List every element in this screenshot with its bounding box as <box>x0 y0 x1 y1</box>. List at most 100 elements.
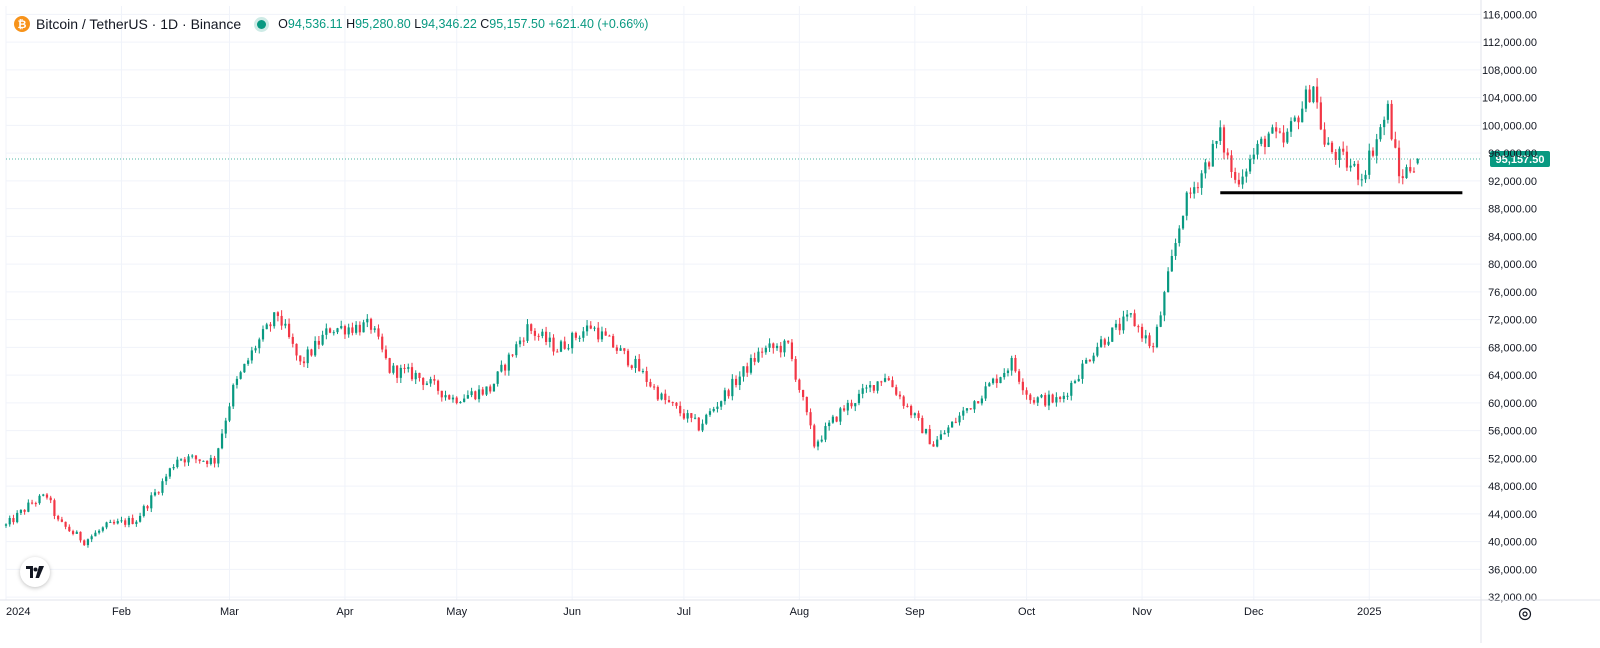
candle <box>1174 238 1177 260</box>
candle <box>511 354 514 358</box>
candle <box>299 355 302 366</box>
candle <box>191 454 194 459</box>
candle <box>548 332 551 348</box>
close-value: 95,157.50 <box>489 17 545 31</box>
candle <box>1073 379 1077 384</box>
candle <box>101 526 104 533</box>
candle <box>537 333 540 341</box>
candle <box>1222 124 1226 160</box>
candle <box>1077 374 1080 382</box>
candle <box>507 352 510 376</box>
candle <box>1319 96 1322 131</box>
candle <box>958 412 961 426</box>
candle <box>563 336 566 350</box>
candle <box>410 362 414 382</box>
candle <box>1308 84 1311 103</box>
candle <box>1114 319 1118 330</box>
candle <box>638 354 641 372</box>
candle <box>522 337 525 346</box>
y-tick-label: 80,000.00 <box>1488 259 1537 271</box>
candle <box>578 335 581 342</box>
candle <box>83 539 86 547</box>
candle <box>194 454 198 464</box>
candle <box>146 504 149 511</box>
candle <box>1226 148 1229 160</box>
candle <box>1036 396 1039 407</box>
candle <box>1118 317 1121 335</box>
candle <box>589 321 592 330</box>
candle <box>798 378 801 393</box>
candle <box>1248 154 1252 175</box>
candle <box>891 376 894 388</box>
candle <box>641 368 645 374</box>
low-key: L <box>414 17 422 31</box>
candle <box>1085 357 1088 364</box>
symbol-label[interactable]: Bitcoin / TetherUS · 1D · Binance <box>36 16 242 32</box>
candle <box>362 319 365 333</box>
y-tick-label: 52,000.00 <box>1488 453 1537 465</box>
candle <box>1375 133 1378 164</box>
candle <box>872 385 875 394</box>
candle <box>295 343 298 361</box>
candle <box>779 342 782 358</box>
market-open-dot-icon <box>257 19 267 29</box>
candle <box>1021 378 1024 395</box>
candle <box>854 403 857 412</box>
candle <box>608 334 611 337</box>
candle <box>1003 368 1006 380</box>
candle <box>276 311 280 322</box>
candle <box>567 343 570 351</box>
candle <box>723 387 726 405</box>
gear-icon[interactable] <box>1518 607 1532 621</box>
candle <box>738 371 741 391</box>
candle <box>165 473 168 485</box>
candle <box>444 390 447 401</box>
candle <box>373 326 376 333</box>
y-tick-label: 68,000.00 <box>1488 342 1537 354</box>
candle <box>1059 395 1062 403</box>
candle <box>526 319 529 343</box>
candle <box>660 392 663 401</box>
x-tick-label: Oct <box>1018 606 1035 618</box>
candle <box>1405 164 1408 179</box>
candle <box>995 374 998 388</box>
candle <box>582 326 585 342</box>
y-tick-label: 32,000.00 <box>1488 592 1537 604</box>
candle <box>1163 290 1166 322</box>
candle <box>656 385 659 402</box>
candle <box>1155 324 1159 349</box>
candle <box>1293 115 1296 123</box>
y-tick-label: 40,000.00 <box>1488 537 1537 549</box>
candle <box>533 328 537 341</box>
candle <box>761 347 764 358</box>
open-value: 94,536.11 <box>287 17 343 31</box>
candle <box>552 334 555 356</box>
high-key: H <box>346 17 356 31</box>
candle <box>343 324 347 339</box>
candle <box>1014 354 1017 373</box>
candle <box>1185 191 1188 221</box>
candle <box>857 389 861 406</box>
candle <box>1193 181 1196 199</box>
candle <box>820 435 823 443</box>
candle <box>1148 332 1151 349</box>
candle <box>1170 249 1173 272</box>
candle <box>1394 131 1397 149</box>
candle <box>1338 146 1341 168</box>
candle <box>500 360 503 373</box>
candle <box>924 428 928 435</box>
candle <box>1006 368 1010 377</box>
candle <box>433 374 436 385</box>
candle <box>850 399 853 409</box>
y-tick-label: 76,000.00 <box>1488 287 1537 299</box>
tradingview-logo-icon[interactable] <box>20 557 50 587</box>
candle <box>828 420 831 431</box>
candle <box>150 492 153 513</box>
candle <box>455 396 458 405</box>
candle <box>1371 147 1375 158</box>
candle <box>1304 85 1308 113</box>
candle <box>124 518 127 528</box>
symbol-legend: ₿ Bitcoin / TetherUS · 1D · Binance O94,… <box>14 14 648 34</box>
